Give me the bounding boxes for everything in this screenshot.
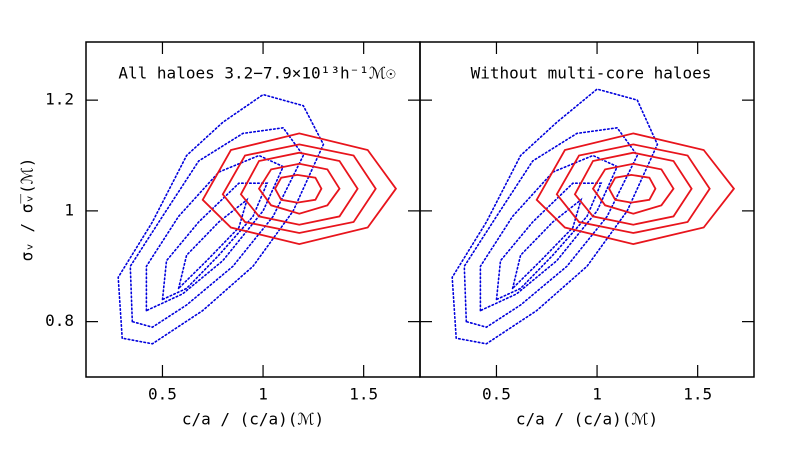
plot-frame	[419, 41, 755, 378]
contour-line	[257, 162, 341, 215]
contour-line	[117, 93, 325, 345]
contour-line	[463, 126, 639, 329]
x-tick-label: 0.5	[482, 385, 511, 404]
contour-line	[274, 173, 323, 204]
contour-line	[161, 182, 269, 301]
annotation: Without multi-core haloes	[471, 64, 712, 83]
x-tick-label: 1.5	[349, 385, 378, 404]
contour-line	[555, 143, 711, 234]
contour-line	[495, 182, 603, 301]
contour-line	[177, 197, 249, 291]
contour-line	[591, 162, 675, 215]
x-tick-label: 1	[258, 385, 268, 404]
x-axis-label: c/a / (c/a)(ℳ)	[182, 410, 324, 429]
y-tick-label: 1.2	[45, 90, 74, 109]
x-tick-label: 1.5	[683, 385, 712, 404]
contour-line	[535, 132, 736, 246]
y-axis-label: σᵥ / σ̅ᵥ(ℳ)	[18, 158, 37, 262]
contour-line	[239, 151, 359, 226]
contour-line	[479, 154, 619, 312]
contour-line	[129, 126, 305, 329]
y-tick-label: 1	[64, 200, 74, 219]
x-tick-label: 0.5	[148, 385, 177, 404]
y-tick-label: 0.8	[45, 311, 74, 330]
x-axis-label: c/a / (c/a)(ℳ)	[516, 410, 658, 429]
contour-line	[145, 154, 285, 312]
x-tick-label: 1	[592, 385, 602, 404]
contour-line	[608, 173, 657, 204]
contour-line	[451, 88, 659, 345]
contour-line	[511, 197, 583, 291]
contour-line	[221, 143, 377, 234]
contour-line	[201, 132, 398, 246]
annotation: All haloes 3.2−7.9×10¹³h⁻¹ℳ☉	[118, 64, 396, 83]
contour-line	[573, 151, 693, 226]
